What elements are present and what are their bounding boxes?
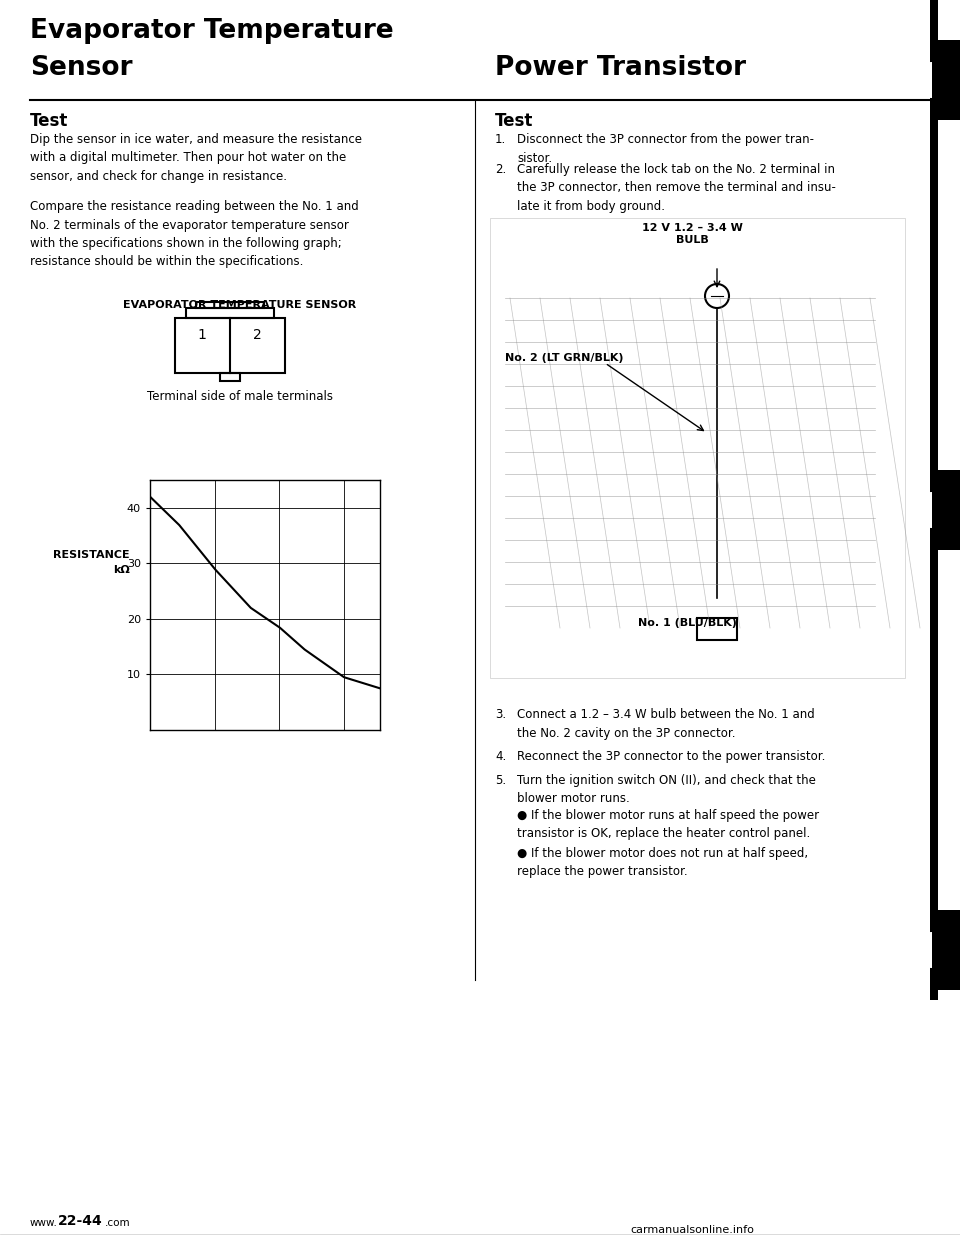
Text: kΩ: kΩ (113, 565, 130, 575)
Text: Terminal side of male terminals: Terminal side of male terminals (147, 390, 333, 402)
Text: No. 2 (LT GRN/BLK): No. 2 (LT GRN/BLK) (505, 353, 623, 363)
Bar (930, 40, 960, 120)
Bar (175, 318, 285, 373)
Bar (220, 373, 240, 381)
Text: 2: 2 (252, 328, 261, 342)
Bar (186, 308, 274, 318)
Text: .com: .com (105, 1218, 131, 1228)
Text: 3.: 3. (495, 708, 506, 722)
Text: 12 V 1.2 – 3.4 W
BULB: 12 V 1.2 – 3.4 W BULB (641, 224, 742, 246)
Text: No. 1 (BLU/BLK): No. 1 (BLU/BLK) (637, 619, 736, 628)
Bar (697, 619, 737, 640)
Text: Power Transistor: Power Transistor (495, 55, 746, 81)
Text: Dip the sensor in ice water, and measure the resistance
with a digital multimete: Dip the sensor in ice water, and measure… (30, 133, 362, 183)
Wedge shape (914, 62, 932, 98)
Text: www.: www. (30, 1218, 58, 1228)
Text: Evaporator Temperature: Evaporator Temperature (30, 17, 394, 43)
Text: Carefully release the lock tab on the No. 2 terminal in
the 3P connector, then r: Carefully release the lock tab on the No… (517, 163, 836, 212)
Bar (930, 469, 960, 550)
Wedge shape (914, 932, 932, 968)
Text: 1.: 1. (495, 133, 506, 147)
Bar (930, 0, 938, 1000)
Bar (930, 910, 960, 990)
Text: carmanualsonline.info: carmanualsonline.info (630, 1225, 754, 1235)
Wedge shape (914, 492, 932, 528)
Text: ● If the blower motor does not run at half speed,
replace the power transistor.: ● If the blower motor does not run at ha… (517, 847, 808, 878)
Bar (490, 219, 905, 678)
Text: Reconnect the 3P connector to the power transistor.: Reconnect the 3P connector to the power … (517, 750, 826, 763)
Text: Turn the ignition switch ON (II), and check that the
blower motor runs.: Turn the ignition switch ON (II), and ch… (517, 774, 816, 806)
Text: 4.: 4. (495, 750, 506, 763)
Bar (196, 302, 264, 308)
Text: RESISTANCE: RESISTANCE (54, 550, 130, 560)
Text: Sensor: Sensor (30, 55, 132, 81)
Text: Test: Test (30, 112, 68, 130)
Text: 2.: 2. (495, 163, 506, 176)
Text: EVAPORATOR TEMPERATURE SENSOR: EVAPORATOR TEMPERATURE SENSOR (124, 301, 356, 310)
Text: 1: 1 (198, 328, 206, 342)
Text: 22-44: 22-44 (58, 1213, 103, 1228)
Text: ● If the blower motor runs at half speed the power
transistor is OK, replace the: ● If the blower motor runs at half speed… (517, 809, 819, 841)
Text: Test: Test (495, 112, 534, 130)
Text: Compare the resistance reading between the No. 1 and
No. 2 terminals of the evap: Compare the resistance reading between t… (30, 200, 359, 268)
Text: Disconnect the 3P connector from the power tran-
sistor.: Disconnect the 3P connector from the pow… (517, 133, 814, 164)
Text: Connect a 1.2 – 3.4 W bulb between the No. 1 and
the No. 2 cavity on the 3P conn: Connect a 1.2 – 3.4 W bulb between the N… (517, 708, 815, 739)
Text: 5.: 5. (495, 774, 506, 787)
